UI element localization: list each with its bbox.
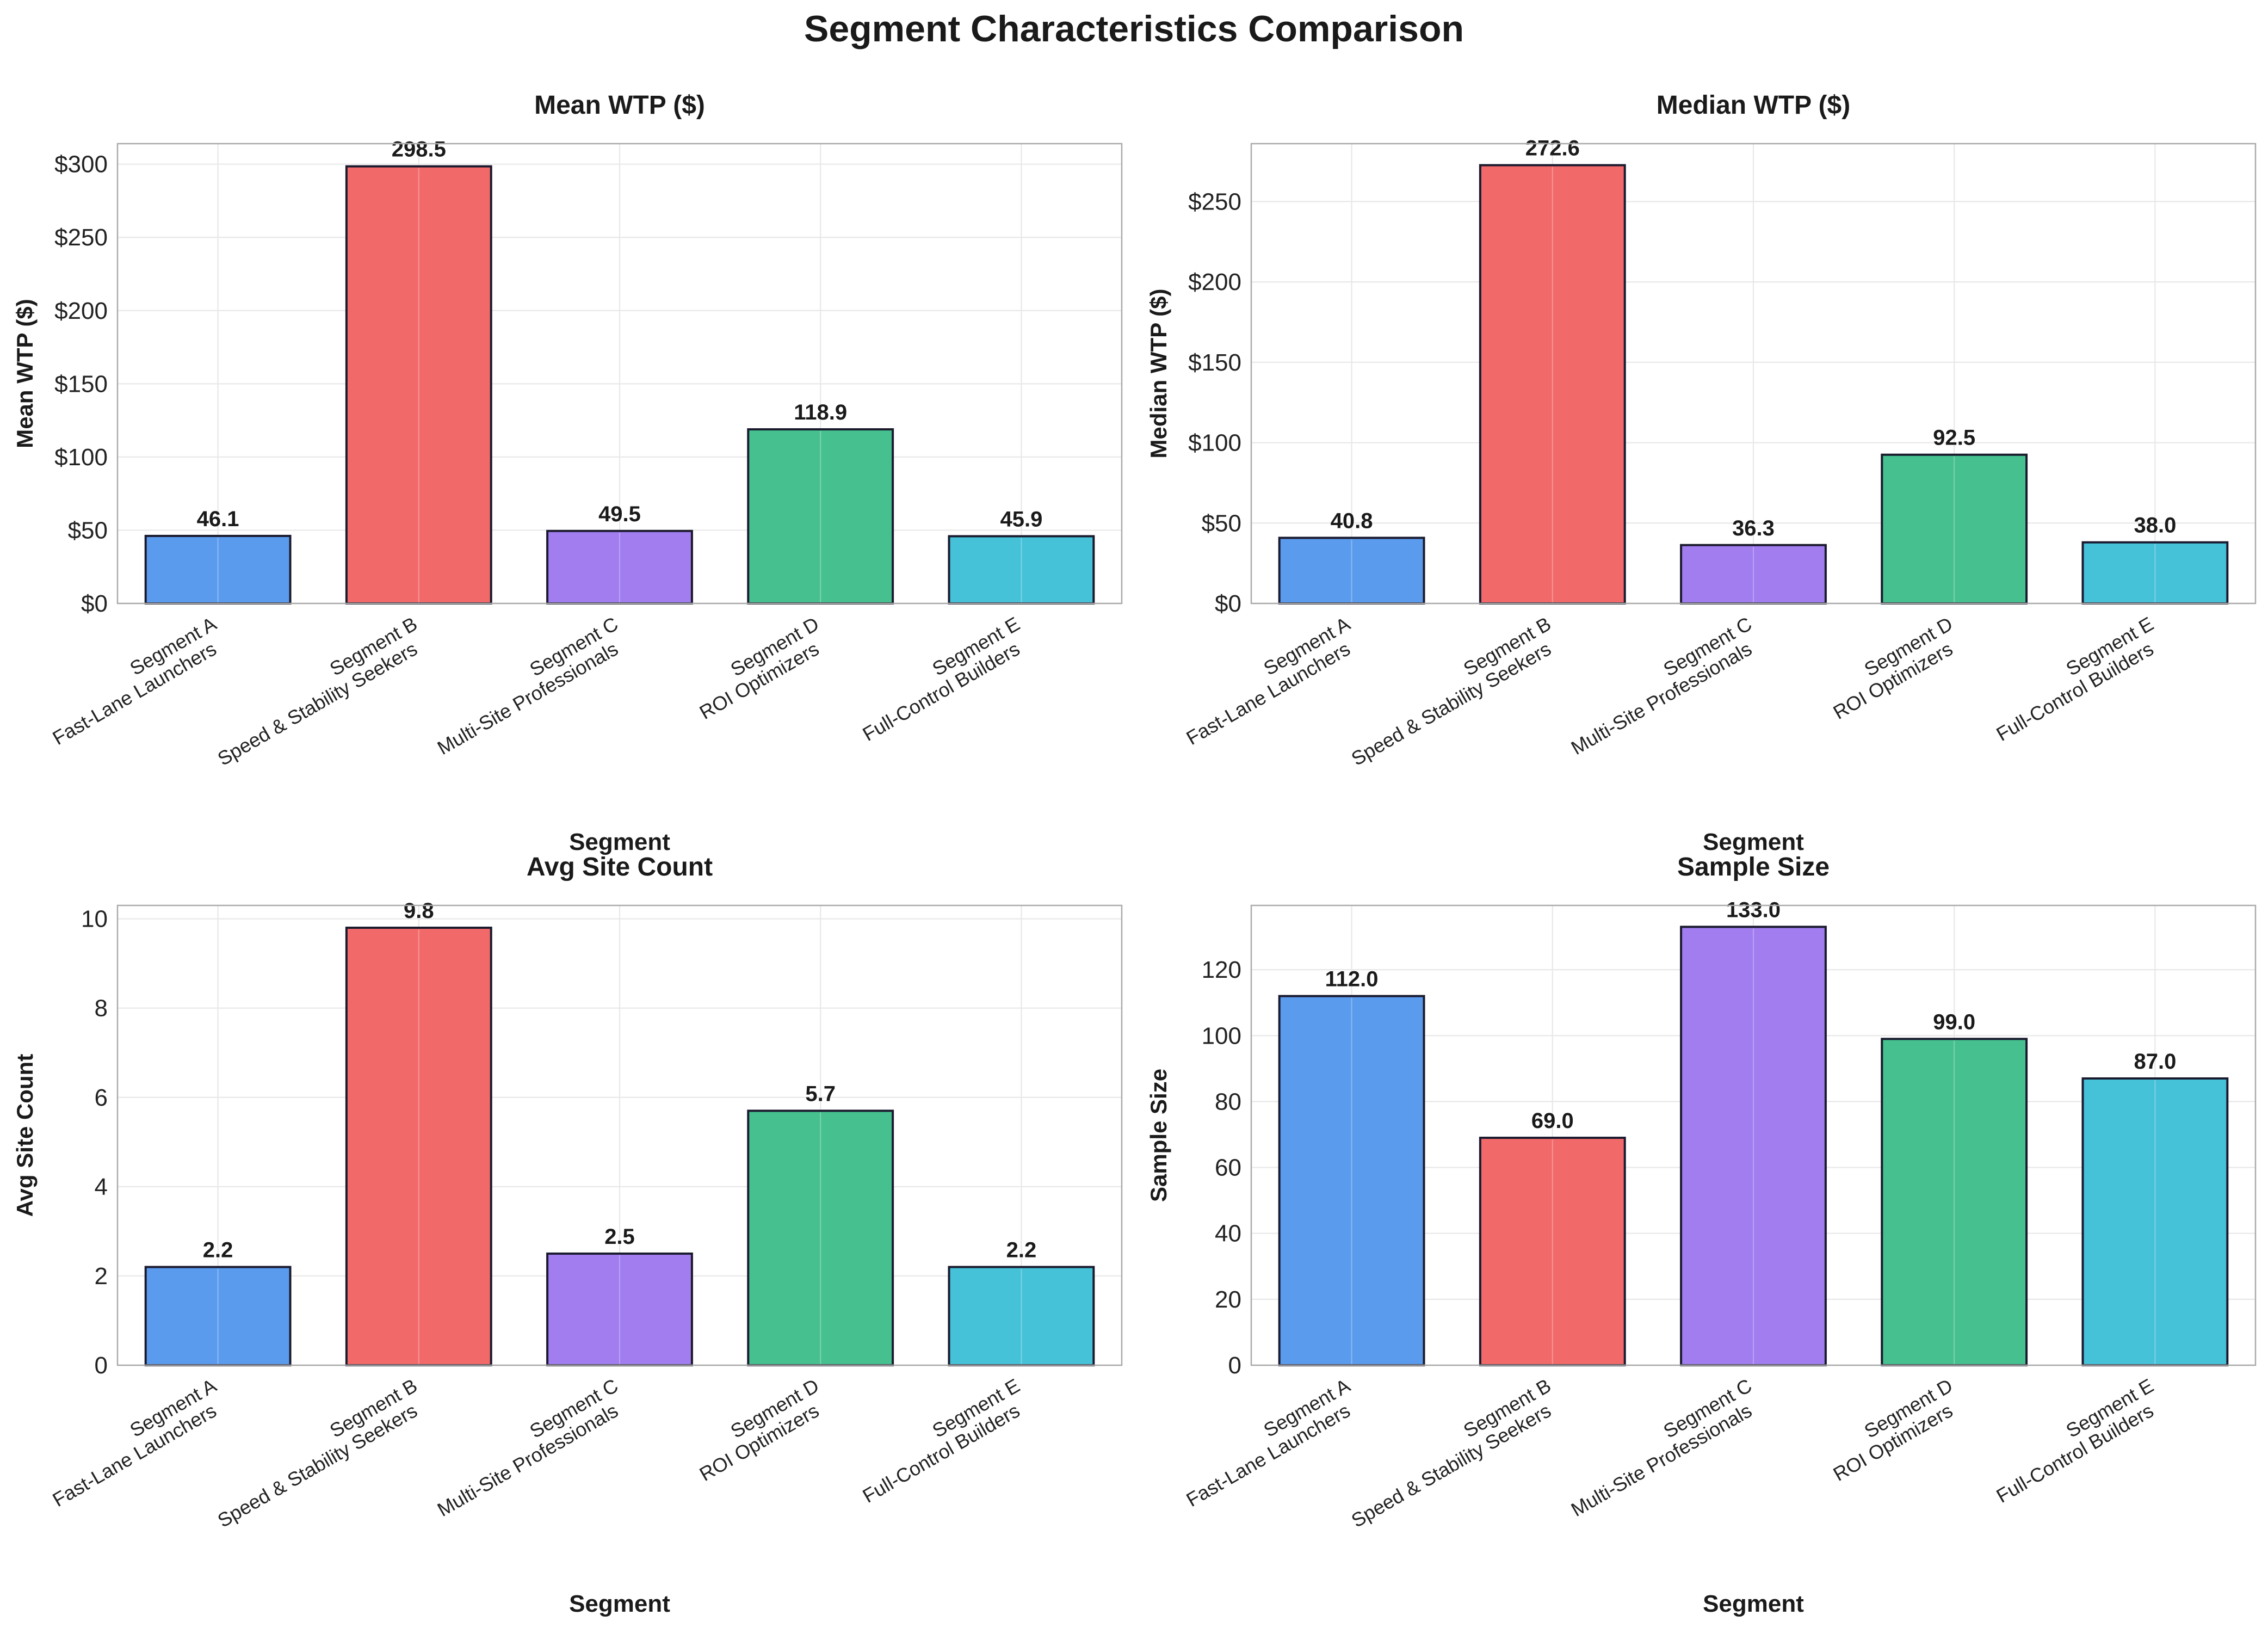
- svg-text:$150: $150: [1188, 349, 1241, 376]
- svg-text:99.0: 99.0: [1933, 1010, 1975, 1034]
- svg-text:$200: $200: [54, 298, 108, 324]
- svg-text:Fast-Lane Launchers: Fast-Lane Launchers: [48, 637, 220, 749]
- svg-text:Fast-Lane Launchers: Fast-Lane Launchers: [1182, 1399, 1354, 1511]
- svg-text:Fast-Lane Launchers: Fast-Lane Launchers: [48, 1399, 220, 1511]
- svg-text:Fast-Lane Launchers: Fast-Lane Launchers: [1182, 637, 1354, 749]
- svg-text:38.0: 38.0: [2134, 514, 2176, 538]
- svg-text:5.7: 5.7: [805, 1082, 836, 1106]
- svg-text:Segment: Segment: [1703, 1590, 1804, 1617]
- svg-text:9.8: 9.8: [404, 899, 434, 923]
- svg-text:92.5: 92.5: [1933, 426, 1975, 450]
- svg-text:Median WTP ($): Median WTP ($): [1657, 91, 1850, 120]
- svg-text:80: 80: [1215, 1088, 1241, 1115]
- svg-text:6: 6: [95, 1084, 108, 1111]
- svg-text:$100: $100: [1188, 430, 1241, 457]
- svg-text:Mean WTP ($): Mean WTP ($): [12, 299, 38, 448]
- svg-text:Median WTP ($): Median WTP ($): [1146, 289, 1171, 459]
- svg-text:$50: $50: [1202, 510, 1241, 537]
- svg-text:Avg Site Count: Avg Site Count: [527, 853, 713, 881]
- svg-text:$150: $150: [54, 371, 108, 397]
- svg-text:45.9: 45.9: [1000, 507, 1042, 531]
- svg-text:Speed & Stability Seekers: Speed & Stability Seekers: [214, 1399, 421, 1532]
- svg-text:Speed & Stability Seekers: Speed & Stability Seekers: [1348, 1399, 1555, 1532]
- svg-text:49.5: 49.5: [598, 502, 641, 526]
- svg-text:100: 100: [1202, 1022, 1241, 1049]
- svg-text:Avg Site Count: Avg Site Count: [12, 1054, 38, 1217]
- svg-text:133.0: 133.0: [1726, 898, 1781, 922]
- svg-text:46.1: 46.1: [197, 507, 239, 531]
- svg-text:0: 0: [1228, 1352, 1241, 1379]
- svg-text:0: 0: [95, 1352, 108, 1379]
- svg-text:Speed & Stability Seekers: Speed & Stability Seekers: [1348, 637, 1555, 770]
- svg-text:Segment: Segment: [569, 1590, 670, 1617]
- svg-text:$100: $100: [54, 444, 108, 471]
- svg-text:Sample Size: Sample Size: [1677, 853, 1830, 881]
- svg-text:118.9: 118.9: [794, 400, 847, 424]
- svg-text:2: 2: [95, 1263, 108, 1290]
- svg-text:36.3: 36.3: [1732, 516, 1775, 540]
- svg-text:Multi-Site Professionals: Multi-Site Professionals: [1567, 637, 1756, 759]
- svg-text:$50: $50: [68, 517, 108, 544]
- svg-text:60: 60: [1215, 1155, 1241, 1181]
- svg-text:Multi-Site Professionals: Multi-Site Professionals: [434, 1399, 622, 1521]
- svg-text:10: 10: [81, 906, 108, 933]
- svg-text:4: 4: [95, 1174, 108, 1200]
- svg-text:120: 120: [1202, 957, 1241, 983]
- svg-text:Speed & Stability Seekers: Speed & Stability Seekers: [214, 637, 421, 770]
- svg-text:Sample Size: Sample Size: [1146, 1069, 1171, 1202]
- svg-text:Multi-Site Professionals: Multi-Site Professionals: [1567, 1399, 1756, 1521]
- svg-text:Multi-Site Professionals: Multi-Site Professionals: [434, 637, 622, 759]
- svg-text:$0: $0: [81, 590, 108, 617]
- svg-text:2.2: 2.2: [203, 1238, 233, 1262]
- svg-text:40: 40: [1215, 1220, 1241, 1247]
- svg-text:40.8: 40.8: [1331, 509, 1373, 533]
- svg-text:2.2: 2.2: [1006, 1238, 1037, 1262]
- svg-text:$250: $250: [54, 224, 108, 251]
- svg-text:$300: $300: [54, 151, 108, 178]
- svg-text:$0: $0: [1215, 590, 1241, 617]
- svg-text:20: 20: [1215, 1286, 1241, 1313]
- svg-text:8: 8: [95, 995, 108, 1022]
- svg-text:272.6: 272.6: [1525, 137, 1580, 161]
- svg-text:$250: $250: [1188, 188, 1241, 215]
- svg-text:298.5: 298.5: [392, 138, 446, 162]
- svg-text:112.0: 112.0: [1325, 967, 1379, 991]
- svg-text:Mean WTP ($): Mean WTP ($): [534, 91, 705, 120]
- svg-text:$200: $200: [1188, 269, 1241, 295]
- svg-text:2.5: 2.5: [604, 1225, 635, 1249]
- svg-text:87.0: 87.0: [2134, 1050, 2176, 1074]
- svg-text:69.0: 69.0: [1531, 1109, 1574, 1133]
